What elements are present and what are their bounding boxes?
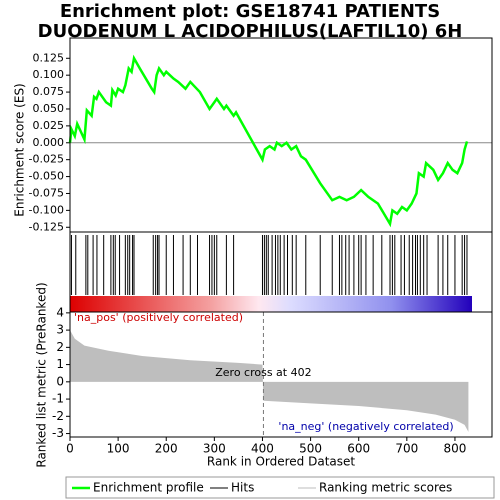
annotation: 'na_neg' (negatively correlated) — [278, 420, 453, 433]
y-axis-label: Ranked list metric (PreRanked) — [35, 282, 49, 467]
chart-title: Enrichment plot: GSE18741 PATIENTS — [60, 1, 440, 22]
y-tick-label: 0.000 — [33, 136, 65, 149]
x-tick-label: 400 — [251, 442, 274, 456]
x-tick-label: 700 — [395, 442, 418, 456]
y-tick-label: 0 — [56, 374, 64, 388]
y-tick-label: -0.075 — [29, 186, 64, 199]
y-axis-label: Enrichment score (ES) — [13, 83, 27, 216]
color-bar — [70, 296, 472, 312]
panel-frame — [69, 311, 493, 438]
chart-subtitle: DUODENUM L ACIDOPHILUS(LAFTIL10) 6H — [38, 21, 463, 42]
x-axis-label: Rank in Ordered Dataset — [207, 455, 355, 469]
legend-label: Ranking metric scores — [319, 481, 452, 495]
y-tick-label: -0.100 — [29, 203, 64, 216]
metric-area — [70, 330, 469, 432]
y-tick-label: 2 — [56, 340, 64, 354]
annotation: Zero cross at 402 — [215, 366, 311, 379]
x-tick-label: 600 — [347, 442, 370, 456]
y-tick-label: 4 — [56, 305, 64, 319]
x-tick-label: 300 — [203, 442, 226, 456]
x-tick-label: 800 — [443, 442, 466, 456]
x-tick-label: 500 — [299, 442, 322, 456]
y-tick-label: -2 — [52, 409, 64, 423]
y-tick-label: -0.050 — [29, 170, 64, 183]
y-tick-label: 0.025 — [33, 119, 65, 132]
y-tick-label: 0.100 — [33, 68, 65, 81]
legend-frame — [65, 476, 495, 499]
y-tick-label: 0.075 — [33, 85, 65, 98]
y-tick-label: -3 — [52, 426, 64, 440]
y-tick-label: 1 — [56, 357, 64, 371]
annotation: 'na_pos' (positively correlated) — [74, 311, 243, 324]
x-tick-label: 100 — [107, 442, 130, 456]
legend-label: Hits — [231, 481, 254, 495]
y-tick-label: -0.025 — [29, 153, 64, 166]
y-tick-label: 0.125 — [33, 51, 65, 64]
y-tick-label: 3 — [56, 323, 64, 337]
y-tick-label: -1 — [52, 392, 64, 406]
legend-label: Enrichment profile — [93, 481, 204, 495]
enrichment-line — [68, 54, 469, 228]
x-tick-label: 200 — [155, 442, 178, 456]
y-tick-label: -0.125 — [29, 220, 64, 233]
y-tick-label: 0.050 — [33, 102, 65, 115]
x-tick-label: 0 — [66, 442, 74, 456]
